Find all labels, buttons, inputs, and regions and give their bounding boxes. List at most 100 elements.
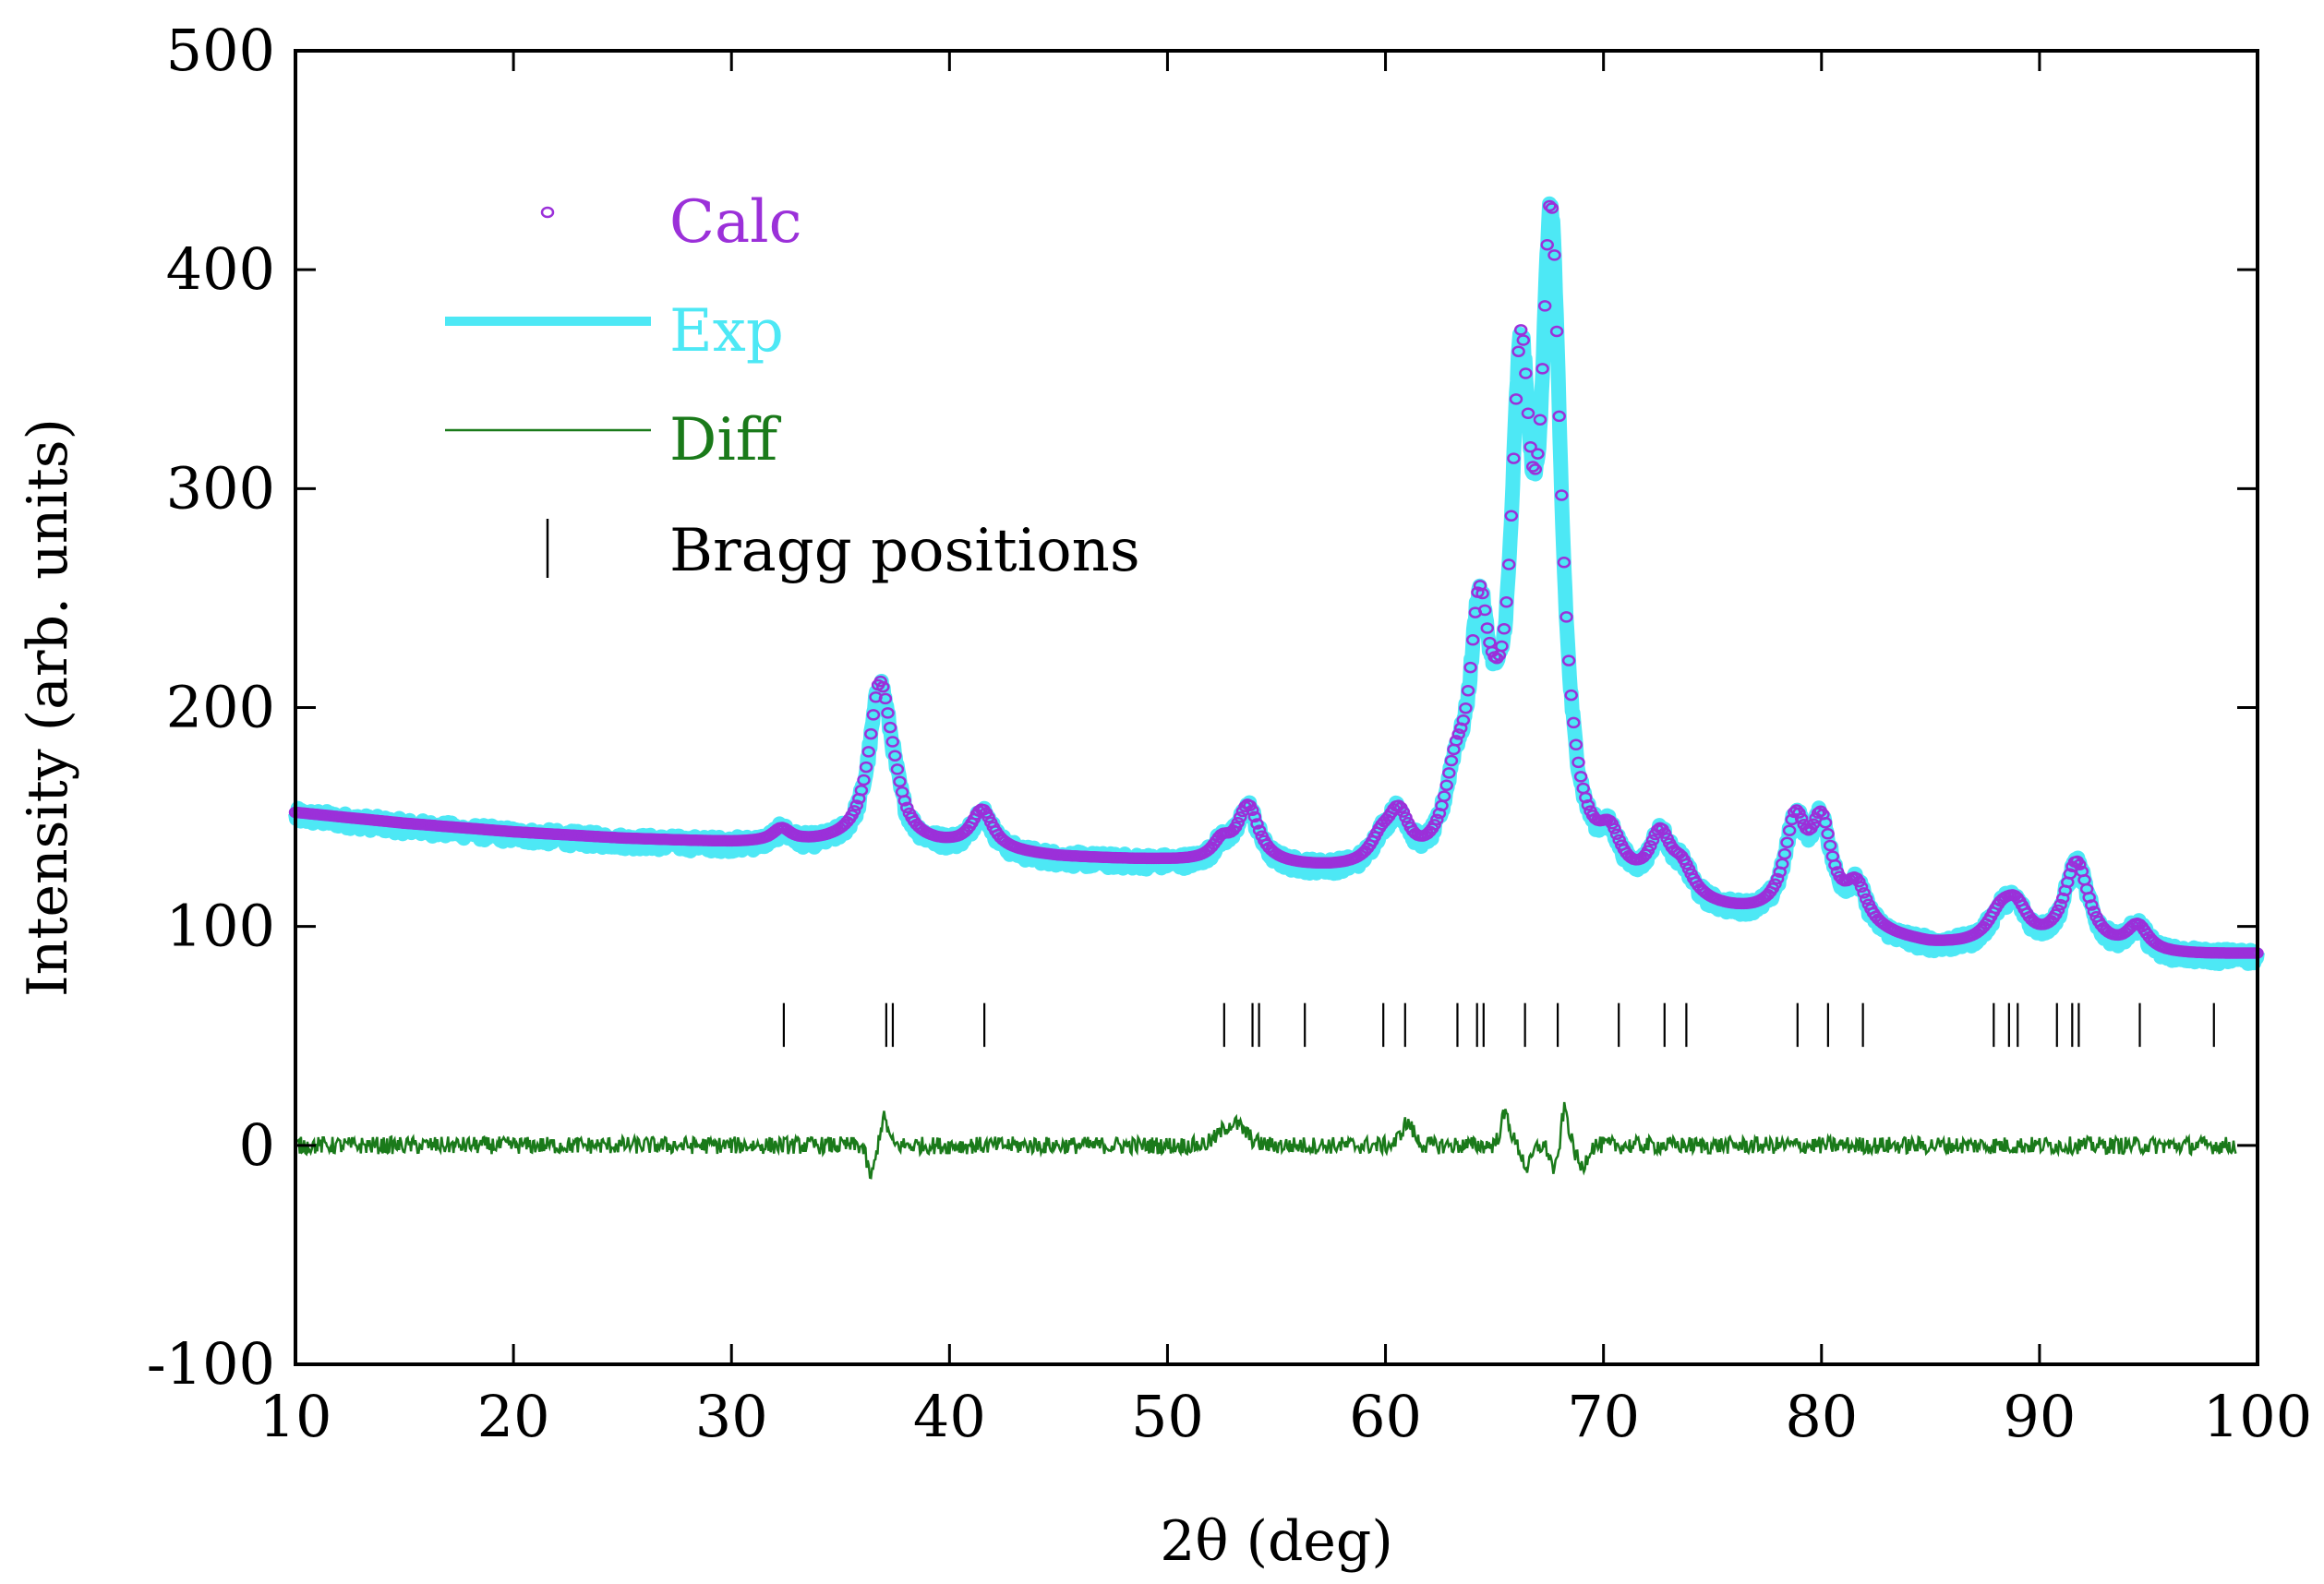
calc-point [883, 721, 897, 734]
calc-point [1507, 452, 1521, 464]
calc-point [1475, 587, 1489, 600]
x-tick-label: 30 [695, 1383, 768, 1450]
calc-point [1770, 872, 1785, 885]
legend-diff-label: Diff [669, 406, 782, 474]
y-tick-label: 0 [239, 1111, 275, 1179]
calc-point [1513, 324, 1528, 336]
y-axis: -100 0 100 200 300 400 500 [147, 17, 2258, 1398]
calc-point [1608, 822, 1621, 834]
calc-point [893, 775, 907, 788]
calc-point [1561, 654, 1576, 666]
calc-point [1463, 661, 1477, 674]
y-tick-label: 200 [166, 674, 275, 741]
legend-calc-label: Calc [669, 188, 801, 257]
calc-point [1231, 816, 1245, 829]
calc-point [1523, 440, 1537, 453]
calc-point [1644, 840, 1657, 852]
calc-point [2053, 898, 2067, 911]
calc-point [1528, 463, 1543, 475]
calc-point [1792, 807, 1806, 819]
calc-point [876, 680, 890, 693]
bragg-ticks-layer [782, 1002, 2215, 1048]
calc-point [1535, 363, 1549, 375]
calc-point [1480, 622, 1495, 634]
legend-item-diff: Diff [445, 406, 782, 474]
x-tick-label: 70 [1567, 1383, 1640, 1450]
calc-point [2063, 868, 2077, 880]
calc-point [1250, 818, 1264, 830]
x-tick-label: 40 [913, 1383, 986, 1450]
y-tick-label: 500 [166, 17, 275, 84]
diff-series-line [295, 1101, 2237, 1180]
calc-point [1573, 771, 1588, 783]
calc-point [1439, 779, 1453, 791]
calc-point [1657, 827, 1672, 839]
calc-point [859, 761, 873, 774]
calc-point [1828, 858, 1842, 871]
calc-point [885, 736, 899, 748]
calc-point [1531, 448, 1545, 460]
y-axis-title: Intensity (arb. units) [16, 418, 80, 997]
calc-point [878, 692, 893, 705]
x-tick-label: 10 [259, 1383, 332, 1450]
calc-point [1612, 834, 1626, 846]
calc-point [1521, 407, 1535, 420]
calc-point [849, 799, 863, 811]
calc-point [1859, 893, 1873, 906]
calc-point [2087, 906, 2101, 918]
calc-point [1449, 735, 1463, 747]
calc-point [1569, 738, 1583, 751]
calc-point [854, 784, 869, 797]
calc-point [1549, 325, 1564, 338]
calc-point [1497, 623, 1511, 635]
calc-point [1519, 367, 1533, 379]
calc-point [1234, 811, 1247, 823]
legend: Calc Exp Diff Bragg positions [445, 188, 1140, 585]
x-tick-label: 50 [1131, 1383, 1204, 1450]
calc-point [1645, 834, 1660, 846]
y-tick-label: 100 [166, 893, 275, 960]
calc-point [1818, 816, 1833, 829]
x-axis: 10 20 30 40 50 60 70 80 90 100 [259, 51, 2312, 1450]
legend-exp-label: Exp [669, 297, 784, 366]
calc-point [1571, 756, 1585, 769]
calc-point [873, 675, 887, 688]
calc-point [1777, 847, 1792, 860]
calc-point [1456, 714, 1471, 726]
calc-point [1857, 887, 1871, 899]
calc-point [1564, 689, 1578, 702]
calc-point [1821, 828, 1835, 840]
calc-point [1854, 881, 1869, 894]
calc-point [1547, 249, 1561, 261]
calc-point [1501, 558, 1516, 570]
calc-point [1567, 716, 1581, 729]
calc-point [2073, 858, 2087, 870]
calc-point [1782, 824, 1797, 836]
calc-point [1581, 799, 1595, 811]
calc-point [2051, 904, 2065, 917]
calc-point [1545, 202, 1559, 214]
calc-point [1509, 393, 1523, 405]
legend-item-exp: Exp [445, 297, 784, 366]
calc-point [1533, 414, 1547, 426]
calc-point [1785, 813, 1799, 826]
calc-point [1461, 684, 1475, 697]
y-tick-label: 400 [166, 235, 275, 303]
calc-point [1477, 604, 1492, 617]
calc-point [1543, 199, 1557, 212]
legend-calc-marker [540, 206, 555, 219]
calc-point [1559, 611, 1573, 623]
calc-point [1794, 812, 1809, 825]
calc-point [1516, 334, 1531, 346]
calc-point [1247, 810, 1262, 823]
calc-point [1459, 702, 1473, 714]
calc-point [1552, 410, 1566, 423]
x-axis-title: 2θ (deg) [1160, 1509, 1393, 1574]
calc-point [847, 805, 861, 817]
calc-point [1430, 813, 1444, 826]
calc-point [2085, 899, 2099, 911]
calc-point [1555, 489, 1569, 501]
calc-point [1499, 596, 1513, 608]
calc-point [1823, 839, 1837, 852]
calc-point [1451, 728, 1465, 740]
